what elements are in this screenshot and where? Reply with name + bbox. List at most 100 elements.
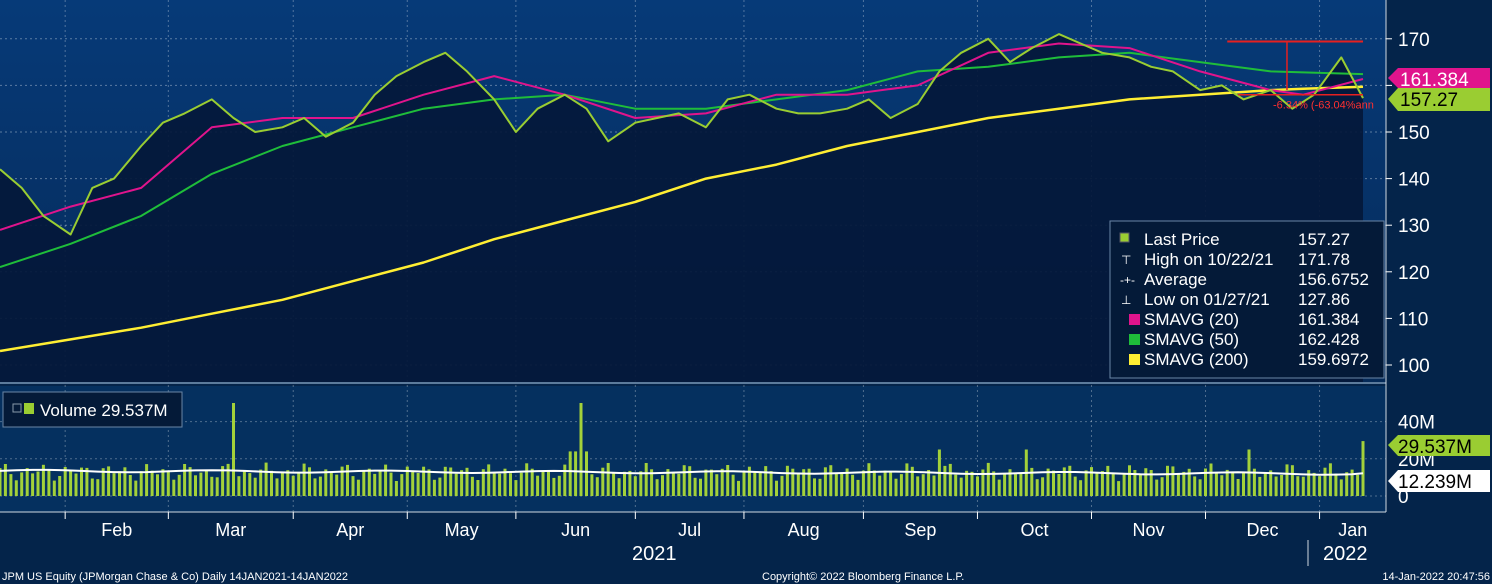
volume-bar: [128, 475, 132, 496]
volume-bar: [1345, 472, 1349, 496]
volume-bar: [704, 469, 708, 496]
volume-bar: [867, 463, 871, 496]
volume-bar: [275, 478, 279, 496]
volume-bar: [671, 473, 675, 496]
volume-bar: [764, 466, 768, 496]
volume-bar: [367, 468, 371, 496]
volume-bar: [1269, 470, 1273, 496]
volume-bar: [1182, 471, 1186, 496]
volume-bar: [63, 467, 67, 496]
volume-bar: [1274, 476, 1278, 496]
volume-bar: [921, 474, 925, 496]
y-tick-label: 150: [1398, 123, 1430, 144]
volume-bar: [709, 469, 713, 496]
volume-bar: [20, 472, 24, 496]
volume-bar: [226, 463, 230, 496]
legend-average-value: 156.6752: [1298, 270, 1369, 289]
last-price-tag-text: 157.27: [1400, 90, 1458, 111]
volume-bar: [514, 480, 518, 496]
volume-bar: [1290, 465, 1294, 496]
sma50-line: [0, 51, 1364, 269]
volume-bar: [232, 403, 235, 496]
vol-y-tick-label: 0: [1398, 487, 1409, 508]
volume-bar: [563, 464, 567, 496]
volume-bar: [1356, 474, 1360, 496]
volume-bar: [1236, 479, 1240, 496]
volume-bar: [693, 477, 697, 496]
volume-bar: [302, 463, 306, 496]
price-area: [0, 34, 1363, 382]
volume-bar: [818, 478, 822, 496]
month-label: Oct: [1020, 520, 1048, 540]
legend-last-price-value: 157.27: [1298, 230, 1350, 249]
volume-bar: [1117, 481, 1121, 496]
volume-bar: [1214, 472, 1218, 496]
volume-bar: [470, 476, 474, 496]
volume-bar: [1111, 473, 1115, 496]
volume-bar: [394, 481, 398, 496]
volume-bar: [682, 465, 686, 496]
sma20-tag: 161.384: [1388, 68, 1490, 91]
sma20-tag-text: 161.384: [1400, 70, 1469, 91]
volume-bar: [416, 473, 420, 496]
volume-bar: [726, 465, 730, 496]
volume-bar: [1035, 479, 1039, 496]
price-legend: Last Price 157.27 ⊤ High on 10/22/21 171…: [1109, 220, 1385, 379]
volume-bar: [688, 466, 692, 496]
volume-bar: [221, 466, 225, 496]
volume-bar: [248, 473, 252, 496]
legend-low-label: Low on 01/27/21: [1144, 290, 1270, 309]
volume-bar: [970, 471, 974, 496]
volume-bar: [0, 468, 2, 496]
volume-bar: [655, 479, 659, 496]
volume-bar: [308, 467, 311, 496]
sma200-swatch: [1129, 354, 1140, 365]
volume-bar: [1057, 474, 1061, 496]
legend-sma20-value: 161.384: [1298, 310, 1359, 329]
volume-bar: [639, 471, 643, 496]
volume-bar: [1122, 473, 1126, 496]
legend-average-label: Average: [1144, 270, 1207, 289]
volume-bar: [58, 476, 62, 496]
volume-bar: [242, 470, 246, 496]
volume-bar: [731, 474, 735, 496]
volume-bar: [1361, 441, 1365, 496]
volume-bar: [237, 476, 241, 496]
volume-bar: [981, 469, 985, 496]
volume-bar: [547, 470, 550, 496]
volume-bar: [204, 469, 208, 496]
volume-legend-label: Volume 29.537M: [40, 401, 168, 420]
legend-sma200-value: 159.6972: [1298, 350, 1369, 369]
volume-bar: [1166, 465, 1169, 496]
volume-bar: [411, 471, 415, 496]
volume-bar: [427, 469, 431, 496]
volume-bar: [1258, 476, 1262, 496]
volume-bar: [481, 469, 485, 496]
month-label: Dec: [1247, 520, 1279, 540]
legend-high-label: High on 10/22/21: [1144, 250, 1274, 269]
legend-last-price: Last Price 157.27: [1119, 230, 1350, 249]
volume-avg-tag: 12.239M: [1388, 470, 1490, 493]
volume-bar: [389, 472, 393, 496]
change-annotation: -6.34% (-63.04%ann: [1273, 100, 1374, 112]
volume-bar: [9, 474, 13, 496]
volume-bar: [47, 470, 51, 496]
price-fill-area: [0, 34, 1363, 382]
volume-bar: [1160, 477, 1164, 496]
volume-bar: [69, 470, 73, 496]
legend-sma50-value: 162.428: [1298, 330, 1359, 349]
volume-bar: [1193, 476, 1197, 496]
volume-bar: [210, 476, 214, 496]
volume-bar: [422, 466, 426, 496]
volume-bars: [0, 403, 1365, 496]
volume-bar: [1318, 476, 1322, 496]
footer-center: Copyright© 2022 Bloomberg Finance L.P.: [762, 571, 964, 583]
volume-bar: [329, 472, 333, 496]
volume-bar: [872, 470, 876, 496]
volume-bar: [509, 473, 512, 496]
volume-bar: [80, 467, 83, 496]
volume-bar: [1084, 470, 1088, 496]
volume-bar: [568, 451, 572, 496]
volume-tag-text: 29.537M: [1398, 437, 1472, 458]
high-marker-icon: ⊤: [1121, 253, 1131, 267]
